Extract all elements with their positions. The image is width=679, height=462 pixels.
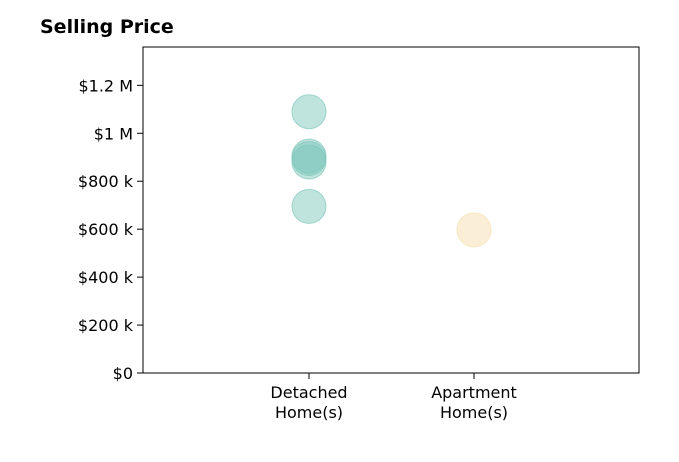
x-tick-label: Apartment Home(s) xyxy=(431,383,517,422)
chart-title: Selling Price xyxy=(40,16,174,38)
x-axis: Detached Home(s) Apartment Home(s) xyxy=(270,373,517,422)
y-tick-label: $600 k xyxy=(78,220,134,239)
data-point xyxy=(291,144,327,180)
x-tick-label: Detached Home(s) xyxy=(270,383,347,422)
y-tick-label: $400 k xyxy=(78,268,134,287)
y-tick-label: $0 xyxy=(113,364,133,383)
y-tick-label: $800 k xyxy=(78,172,134,191)
data-point xyxy=(291,188,327,224)
y-tick-label: $200 k xyxy=(78,316,134,335)
data-point xyxy=(291,94,327,130)
data-points xyxy=(291,94,492,248)
y-tick-label: $1.2 M xyxy=(78,76,133,95)
data-point xyxy=(456,212,492,248)
y-tick-label: $1 M xyxy=(94,124,133,143)
plot-area-frame xyxy=(142,46,640,374)
y-axis: $0 $200 k $400 k $600 k $800 k $1 M $1.2 M xyxy=(78,76,143,383)
